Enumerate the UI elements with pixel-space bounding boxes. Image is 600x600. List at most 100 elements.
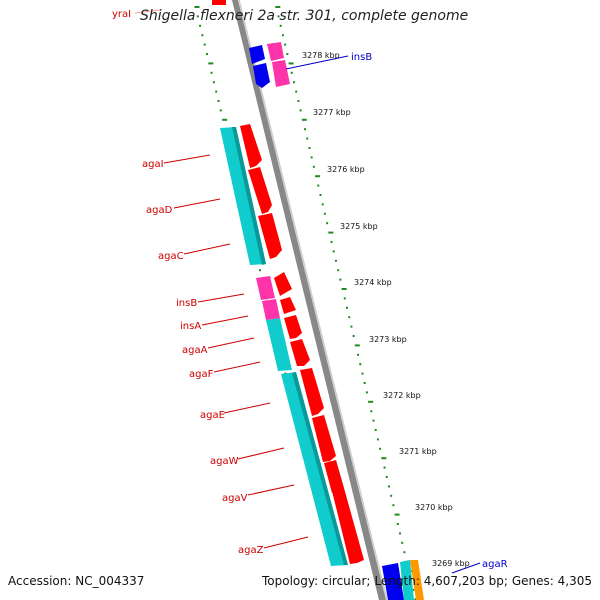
kbp-label: 3270 kbp <box>415 503 453 512</box>
backbone-highlight <box>238 0 388 600</box>
leader-line <box>451 562 481 574</box>
tick-mark <box>219 109 222 112</box>
tick-mark <box>317 184 320 187</box>
tick-mark <box>304 128 307 131</box>
tick-mark <box>284 43 287 46</box>
gene-label-agaE: agaE <box>200 410 225 421</box>
tick-mark <box>326 222 329 225</box>
leader-line <box>183 243 231 255</box>
tick-mark <box>359 363 362 366</box>
leader-line <box>223 402 271 414</box>
tick-mark <box>361 372 364 375</box>
gene-label-yraI: yraI <box>112 9 131 20</box>
tick-mark <box>374 429 377 431</box>
tick-mark <box>337 269 340 272</box>
kbp-label: 3273 kbp <box>369 335 407 344</box>
tick-mark <box>312 165 315 168</box>
leader-line <box>207 337 255 349</box>
gene-label-leader-lines <box>134 9 481 574</box>
tick-mark <box>403 551 406 554</box>
tick-mark <box>281 34 284 37</box>
tick-mark <box>292 81 295 84</box>
tick-mark <box>315 175 321 178</box>
tick-mark <box>215 90 218 93</box>
gene-agaC <box>258 213 282 259</box>
gene-agaI <box>240 124 262 168</box>
tick-mark <box>297 100 300 102</box>
tick-mark <box>383 466 386 469</box>
tick-mark <box>394 513 400 516</box>
gene-agaR-blue <box>382 563 404 600</box>
gene-insA-red <box>280 297 296 314</box>
gene-cyan-block-3-shade <box>292 372 348 565</box>
kbp-label: 3275 kbp <box>340 222 378 231</box>
gene-agaE <box>300 368 324 416</box>
tick-mark <box>412 588 415 591</box>
tick-mark <box>401 541 404 544</box>
tick-mark <box>414 598 417 600</box>
tick-mark <box>196 15 199 18</box>
tick-mark <box>387 485 390 488</box>
leader-line <box>213 361 261 373</box>
tick-mark <box>376 438 379 441</box>
tick-mark <box>194 6 200 8</box>
gene-cyan-block-2 <box>266 318 292 371</box>
tick-mark <box>295 90 298 93</box>
kbp-label: 3271 kbp <box>399 447 437 456</box>
tick-mark <box>399 532 402 535</box>
gene-agaR-orange <box>410 560 424 600</box>
tick-mark <box>354 344 360 347</box>
tick-mark <box>352 335 355 337</box>
tick-mark <box>210 71 213 74</box>
gene-agaD <box>248 167 272 214</box>
tick-mark <box>332 250 335 253</box>
gene-label-insB: insB <box>176 298 197 309</box>
gene-label-agaW: agaW <box>210 456 239 467</box>
tick-mark <box>286 53 289 55</box>
tick-mark <box>334 259 337 262</box>
topology-info: Topology: circular; <box>262 574 371 588</box>
tick-mark <box>379 447 382 450</box>
tick-mark <box>222 118 228 121</box>
gene-insB-red <box>274 272 292 296</box>
gene-label-agaD: agaD <box>146 205 173 216</box>
leader-line <box>163 154 211 164</box>
gene-label-insA: insA <box>180 321 201 332</box>
tick-mark <box>299 109 302 112</box>
length-info: Length: 4,607,203 bp; <box>374 574 508 588</box>
leader-line <box>263 536 309 549</box>
gene-insB-mag-1 <box>267 42 284 61</box>
gene-agaF <box>290 339 310 366</box>
genome-stats: Topology: circular; Length: 4,607,203 bp;… <box>262 574 592 588</box>
tick-mark <box>341 288 347 290</box>
leader-line <box>173 198 221 209</box>
tick-mark <box>277 15 280 18</box>
tick-mark <box>201 34 204 37</box>
kbp-label: 3278 kbp <box>302 51 340 60</box>
gene-insB-mid <box>256 276 275 300</box>
leader-line <box>197 293 245 303</box>
tick-mark <box>308 147 311 149</box>
gene-label-agaZ: agaZ <box>238 545 264 556</box>
gene-label-agaF: agaF <box>189 369 214 380</box>
tick-mark <box>392 504 395 507</box>
gene-agaR-cyan <box>400 560 414 600</box>
gene-insB-blue-1 <box>249 45 265 64</box>
tick-mark <box>390 494 393 497</box>
gene-agaV <box>324 460 344 493</box>
tick-mark <box>363 382 366 384</box>
leader-line <box>247 484 295 496</box>
tick-mark <box>301 118 307 121</box>
tick-mark <box>288 62 294 65</box>
tick-mark <box>217 100 220 102</box>
kbp-label: 3276 kbp <box>327 165 365 174</box>
tick-mark <box>370 410 373 413</box>
tick-mark <box>365 391 368 394</box>
kbp-label: 3272 kbp <box>383 391 421 400</box>
backbone-line <box>232 0 386 600</box>
leader-line <box>285 55 349 70</box>
tick-mark <box>205 53 208 55</box>
tick-mark <box>212 81 215 84</box>
gene-agaW <box>312 415 336 462</box>
gene-label-insB: insB <box>351 52 372 63</box>
